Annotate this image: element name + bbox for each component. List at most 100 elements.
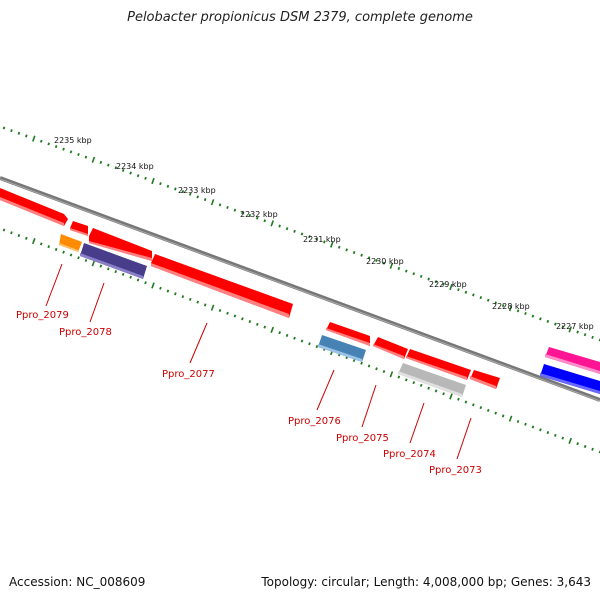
gene-feature[interactable] xyxy=(59,234,82,252)
gene-feature[interactable] xyxy=(540,364,600,394)
scale-minor-tick xyxy=(561,436,565,440)
scale-minor-tick xyxy=(188,297,192,301)
scale-minor-tick xyxy=(419,274,423,278)
tick-labels: 2235 kbp 2234 kbp 2233 kbp 2232 kbp 2231… xyxy=(54,136,594,331)
scale-minor-tick xyxy=(2,126,6,130)
gene-feature[interactable] xyxy=(470,370,500,389)
scale-minor-tick xyxy=(323,240,326,244)
gene-label[interactable]: Ppro_2073 xyxy=(429,465,482,476)
scale-minor-tick xyxy=(54,145,58,149)
scale-major-tick xyxy=(210,199,215,206)
scale-minor-tick xyxy=(576,330,579,334)
scale-major-tick xyxy=(568,326,572,333)
scale-minor-tick xyxy=(397,266,401,270)
scale-minor-tick xyxy=(300,339,304,343)
scale-minor-tick xyxy=(293,336,296,340)
gene-label[interactable]: Ppro_2076 xyxy=(288,416,341,427)
scale-minor-tick xyxy=(472,293,475,297)
scale-minor-tick xyxy=(531,425,535,429)
scale-minor-tick xyxy=(367,364,371,368)
scale-minor-tick xyxy=(47,142,50,146)
scale-minor-tick xyxy=(17,131,21,135)
scale-minor-tick xyxy=(233,208,237,212)
scale-major-tick xyxy=(568,437,572,444)
scale-major-tick xyxy=(270,326,274,333)
scale-minor-tick xyxy=(218,308,222,313)
scale-major-tick xyxy=(389,371,394,378)
scale-minor-tick xyxy=(136,278,140,282)
scale-major-tick xyxy=(210,304,215,311)
scale-minor-tick xyxy=(405,378,408,382)
scale-major-tick xyxy=(508,415,513,422)
scale-minor-tick xyxy=(591,335,594,339)
scale-minor-tick xyxy=(352,358,356,362)
scale-minor-tick xyxy=(10,129,13,133)
scale-minor-tick xyxy=(99,264,103,268)
gene-feature[interactable] xyxy=(89,228,152,261)
gene-feature[interactable] xyxy=(406,349,471,380)
scale-major-tick xyxy=(449,283,453,291)
scale-minor-tick xyxy=(576,442,579,446)
scale-minor-tick xyxy=(405,269,408,273)
gene-feature[interactable] xyxy=(545,347,600,374)
scale-minor-tick xyxy=(77,152,80,157)
scale-minor-tick xyxy=(285,333,289,337)
scale-minor-tick xyxy=(278,331,281,335)
scale-minor-tick xyxy=(69,150,73,154)
scale-minor-tick xyxy=(293,229,296,233)
gene-feature[interactable] xyxy=(373,337,408,359)
scale-minor-tick xyxy=(479,296,483,300)
scale-minor-tick xyxy=(107,163,110,167)
scale-major-tick xyxy=(151,282,155,289)
genome-summary-text: Topology: circular; Length: 4,008,000 bp… xyxy=(261,575,591,589)
gene-label[interactable]: Ppro_2079 xyxy=(16,310,69,321)
gene-feature[interactable] xyxy=(398,363,466,397)
gene-labels: Ppro_2079 Ppro_2078 Ppro_2077 Ppro_2076 … xyxy=(16,310,482,476)
scale-minor-tick xyxy=(457,288,460,292)
gene-feature[interactable] xyxy=(0,188,68,226)
scale-minor-tick xyxy=(203,198,207,202)
scale-minor-tick xyxy=(367,256,371,260)
gene-label[interactable]: Ppro_2078 xyxy=(59,327,112,338)
scale-minor-tick xyxy=(10,231,13,235)
scale-major-tick xyxy=(151,177,155,185)
gene-label[interactable]: Ppro_2075 xyxy=(336,433,389,444)
scale-minor-tick xyxy=(181,190,185,194)
gene-feature[interactable] xyxy=(151,254,293,318)
tick-label: 2229 kbp xyxy=(429,280,467,289)
tick-label: 2234 kbp xyxy=(116,162,154,171)
scale-minor-tick xyxy=(129,171,132,175)
scale-minor-tick xyxy=(486,408,490,412)
scale-minor-tick xyxy=(442,282,445,286)
scale-minor-tick xyxy=(308,342,311,346)
scale-minor-tick xyxy=(196,300,199,304)
gene-feature[interactable] xyxy=(70,221,88,236)
scale-dots-upper xyxy=(2,126,600,342)
scale-major-tick xyxy=(508,305,513,312)
scale-minor-tick xyxy=(181,295,185,299)
scale-minor-tick xyxy=(531,314,535,318)
scale-minor-tick xyxy=(196,195,199,199)
scale-minor-tick xyxy=(54,247,58,251)
gene-feature[interactable] xyxy=(318,335,366,362)
scale-minor-tick xyxy=(218,203,222,207)
scale-minor-tick xyxy=(360,253,363,257)
scale-minor-tick xyxy=(188,192,192,196)
scale-minor-tick xyxy=(144,281,147,285)
scale-minor-tick xyxy=(39,139,43,143)
scale-minor-tick xyxy=(174,187,177,191)
gene-feature[interactable] xyxy=(80,243,147,279)
scale-major-tick xyxy=(32,238,36,245)
gene-label[interactable]: Ppro_2074 xyxy=(383,449,436,460)
scale-minor-tick xyxy=(464,290,468,294)
scale-minor-tick xyxy=(442,392,445,396)
scale-minor-tick xyxy=(99,160,103,164)
gene-label[interactable]: Ppro_2077 xyxy=(162,369,215,380)
gene-feature[interactable] xyxy=(326,322,370,346)
scale-minor-tick xyxy=(472,403,475,407)
scale-minor-tick xyxy=(121,168,125,172)
scale-minor-tick xyxy=(375,367,378,371)
scale-minor-tick xyxy=(166,289,170,293)
scale-minor-tick xyxy=(583,333,587,337)
scale-minor-tick xyxy=(69,253,73,257)
